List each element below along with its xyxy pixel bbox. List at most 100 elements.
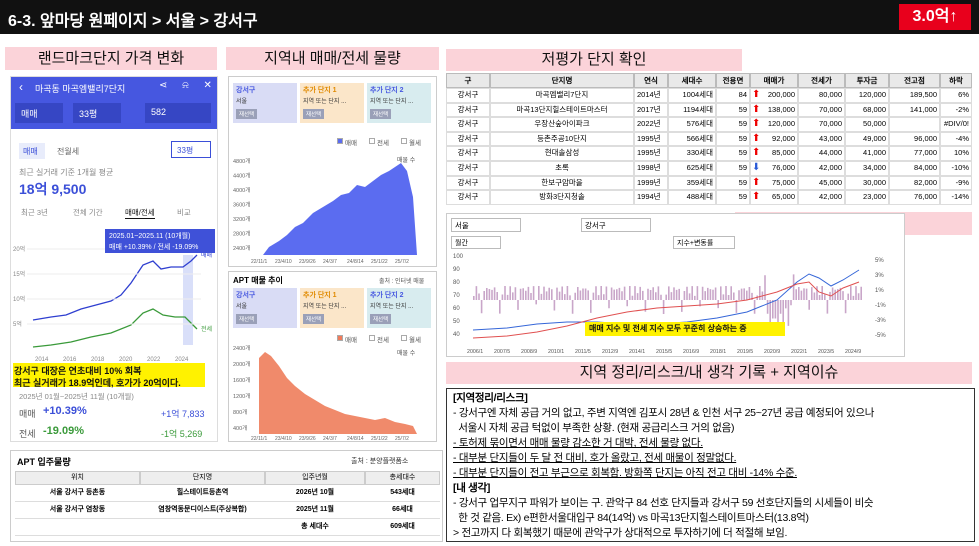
table-cell: 80,000 xyxy=(798,88,845,103)
selector-button: 재선택 xyxy=(303,109,325,119)
x-label: 2016/9 xyxy=(683,349,699,355)
legend-swatch xyxy=(369,138,375,144)
legend-label: 매매 xyxy=(345,337,357,344)
x-label: 2024/9 xyxy=(845,349,861,355)
undervalued-table: 구 단지명 연식 세대수 전용면 매매가 전세가 투자금 전고점 하락 강서구 마곡엠밸리7단지 201… xyxy=(446,73,972,207)
legend-swatch xyxy=(369,335,375,341)
table-cell: 마곡13단지힐스테이트마스터 xyxy=(490,102,634,118)
app-title: 마곡동 마곡엠밸리7단지 xyxy=(35,84,126,94)
note-line: 강서구 대장은 연초대비 10% 회복 xyxy=(14,366,142,376)
y-label: 3600개 xyxy=(233,201,250,209)
table-cell: 41,000 xyxy=(845,146,889,161)
rent-line xyxy=(32,308,198,348)
y-label: 1200개 xyxy=(233,392,250,400)
header-icons: ⋖ ⍾ ✕ xyxy=(159,80,218,91)
column-header: 입주년월 xyxy=(265,471,365,485)
x-label: 2010/1 xyxy=(548,349,564,355)
table-cell: 59 xyxy=(716,131,750,147)
table-cell: -4% xyxy=(940,131,972,147)
change-pct: +10.39% xyxy=(43,405,87,417)
table-cell: 서울 강서구 등촌동 xyxy=(15,485,140,502)
x-label: 2024 xyxy=(175,357,189,363)
change-bars xyxy=(473,274,862,326)
arrow-down: ⬇ xyxy=(752,162,761,173)
filter-box xyxy=(73,103,121,123)
legend-swatch xyxy=(337,335,343,341)
table-cell: 120,000 xyxy=(750,117,798,132)
tooltip-text: 2025.01~2025.11 (10개월) xyxy=(109,233,191,240)
table-cell: -14% xyxy=(940,190,972,205)
column-header: 전고점 xyxy=(889,73,940,88)
table-cell: 566세대 xyxy=(668,131,716,147)
selector-button: 재선택 xyxy=(236,109,258,119)
column-header: 세대수 xyxy=(668,73,716,88)
table-cell: 6% xyxy=(940,88,972,103)
note-text: 매매 지수 및 전세 지수 모두 꾸준히 상승하는 중 xyxy=(589,324,747,333)
legend-swatch xyxy=(337,138,343,144)
table-cell: 42,000 xyxy=(798,190,845,205)
table-cell: 2014년 xyxy=(634,88,668,103)
filter-value: 매매 xyxy=(21,109,38,119)
notes-line: - 대부분 단지들이 두 달 전 대비, 호가 올랐고, 전세 매물이 정말없다… xyxy=(453,452,737,464)
table-cell: 59 xyxy=(716,190,750,205)
table-cell: 65,000 xyxy=(750,190,798,205)
x-label: 2019/5 xyxy=(737,349,753,355)
x-label: 24/8/14 xyxy=(347,436,364,442)
table-cell: 82,000 xyxy=(889,175,940,191)
x-label: 24/8/14 xyxy=(347,259,364,265)
table-cell: 현대솔삼성 xyxy=(490,146,634,161)
selector-sub: 지역 또는 단지 ... xyxy=(370,99,414,105)
table-cell: 200,000 xyxy=(750,88,798,103)
column-header: 단지명 xyxy=(140,471,265,485)
column-header: 전용면 xyxy=(716,73,750,88)
period-tab: 최근 3년 xyxy=(21,208,48,217)
table-cell: 2017년 xyxy=(634,102,668,118)
notes-line: - 대부분 단지들이 전고 부근으로 회복함. 방화쪽 단지는 아직 전고 대비… xyxy=(453,467,797,479)
table-cell: 강서구 xyxy=(446,161,490,176)
table-cell: 625세대 xyxy=(668,161,716,176)
table-cell: 강서구 xyxy=(446,88,490,103)
line-label: 매매 xyxy=(201,251,212,259)
table-cell: 43,000 xyxy=(798,131,845,147)
y-label: 10억 xyxy=(13,295,25,303)
selector-button: 재선택 xyxy=(236,314,258,324)
selector-sub: 서울 xyxy=(236,304,248,310)
table-cell: 42,000 xyxy=(798,161,845,176)
note-bg xyxy=(13,363,205,387)
tab-selected xyxy=(19,143,45,159)
table-cell: 359세대 xyxy=(668,175,716,191)
y-label: 3200개 xyxy=(233,215,250,223)
mode-select: 지수+변동률 xyxy=(673,236,735,249)
x-label: 2018/1 xyxy=(710,349,726,355)
dropdown: 강서구 xyxy=(581,218,651,232)
x-label: 24/3/7 xyxy=(323,259,337,265)
change-name: 전세 xyxy=(19,429,36,439)
table-cell: 96,000 xyxy=(889,131,940,147)
table-cell: 30,000 xyxy=(845,175,889,191)
tooltip-box xyxy=(105,229,215,253)
x-label: 2018 xyxy=(91,357,105,363)
arrow-up: ⬆ xyxy=(752,147,761,159)
x-label: 2022 xyxy=(147,357,161,363)
table-cell: 2025년 11월 xyxy=(265,502,365,519)
table-cell: -10% xyxy=(940,161,972,176)
section-label: 지역내 매매/전세 물량 xyxy=(226,47,439,70)
table-cell: 1994년 xyxy=(634,190,668,205)
selector-title: 추가 단지 1 xyxy=(303,87,337,94)
y-right-label: -1% xyxy=(875,303,886,309)
notes-heading: [지역정리/리스크] xyxy=(453,392,528,404)
sale-index-line xyxy=(472,269,860,331)
column-header: 단지명 xyxy=(490,73,634,88)
chart-graphic: 2400개 2000개 1600개 1200개 800개 400개 22/11/1 23/4/… xyxy=(233,344,417,442)
table-cell: 등촌주공10단지 xyxy=(490,131,634,147)
table-cell: 1995년 xyxy=(634,131,668,147)
source: 출처 : 분양플랫폼소 xyxy=(351,458,409,465)
column-header: 하락 xyxy=(940,73,972,88)
index-chart-panel: 서울 강서구 월간 지수+변동률 100 90 80 70 60 50 40 5% 3% 1% -1% -3%… xyxy=(446,213,905,357)
x-label: 2020 xyxy=(119,357,133,363)
y-right-label: 1% xyxy=(875,288,884,294)
y-left-label: 90 xyxy=(453,267,460,273)
header-bar xyxy=(0,0,979,34)
selector-sub: 서울 xyxy=(236,99,248,105)
